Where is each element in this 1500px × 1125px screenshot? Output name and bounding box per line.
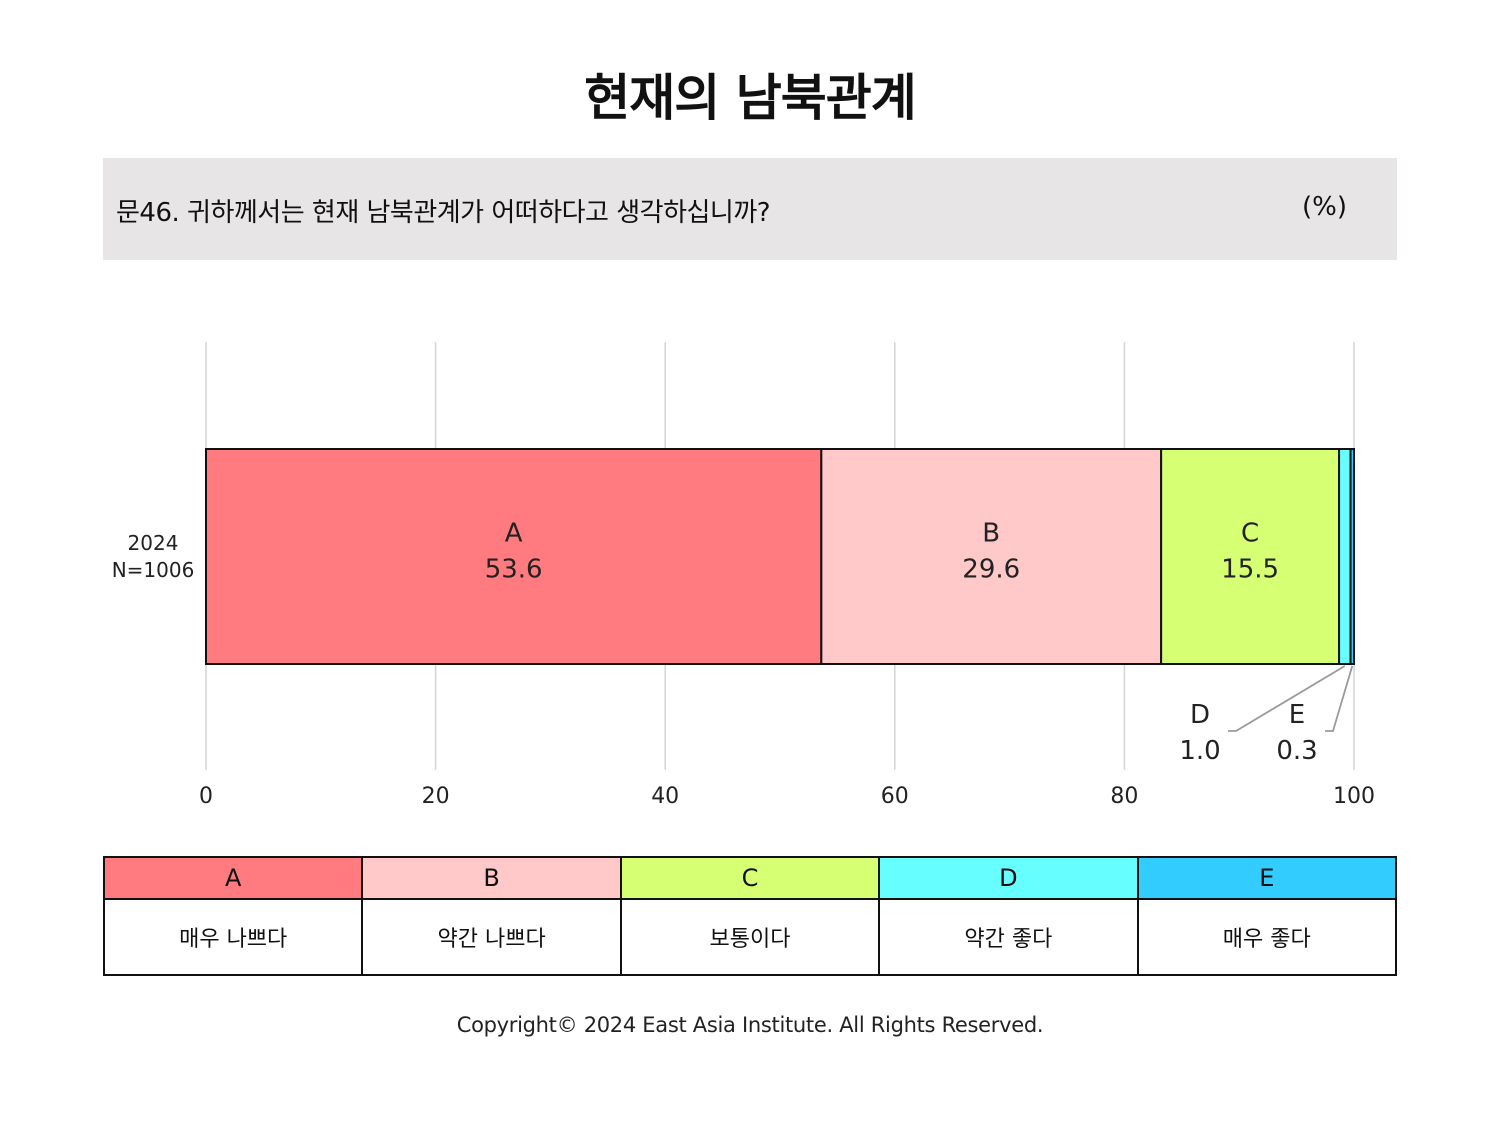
data-label-a: 53.6: [485, 555, 543, 585]
legend-label-row: 매우 나쁘다 약간 나쁘다 보통이다 약간 좋다 매우 좋다: [102, 898, 1398, 976]
bar-segment-b: [820, 448, 1163, 665]
question-banner: 문46. 귀하께서는 현재 남북관계가 어떠하다고 생각하십니까? (%): [103, 158, 1397, 260]
legend-label-a: 매우 나쁘다: [102, 898, 364, 976]
leader-line-e: [1325, 665, 1354, 732]
legend-label-d: 약간 좋다: [878, 898, 1139, 976]
bar-segment-e: [1349, 448, 1356, 665]
legend-label-c: 보통이다: [619, 898, 881, 976]
x-tick-label-80: 80: [1110, 784, 1138, 809]
row-label-year: 2024: [128, 531, 179, 555]
legend-key-row: A B C D E: [102, 856, 1398, 900]
data-label-c: 15.5: [1221, 555, 1279, 585]
x-tick-label-40: 40: [651, 784, 679, 809]
x-tick-label-20: 20: [422, 784, 450, 809]
legend-label-e: 매우 좋다: [1136, 898, 1398, 976]
data-label-d: 1.0: [1179, 736, 1220, 766]
x-tick-label-0: 0: [199, 784, 213, 809]
legend-key-a: A: [102, 856, 364, 900]
legend-table: A B C D E 매우 나쁘다 약간 나쁘다 보통이다 약간 좋다 매우 좋다: [102, 856, 1398, 976]
x-tick-label-60: 60: [881, 784, 909, 809]
bar-segment-d: [1338, 448, 1352, 665]
unit-label: (%): [1302, 192, 1347, 222]
x-tick-label-100: 100: [1333, 784, 1375, 809]
question-text: 문46. 귀하께서는 현재 남북관계가 어떠하다고 생각하십니까?: [116, 198, 771, 228]
chart-title: 현재의 남북관계: [584, 69, 916, 127]
leader-line-d: [1228, 665, 1346, 732]
data-label-e: 0.3: [1276, 736, 1317, 766]
legend-key-e: E: [1136, 856, 1398, 900]
segment-name-b: B: [982, 519, 1000, 549]
stacked-bar-chart: 0 20 40 60 80 100 2024 N=1006 A 53.6 B 29.6 C 15.5 D 1.…: [112, 342, 1375, 809]
copyright-text: Copyright© 2024 East Asia Institute. All…: [456, 1013, 1044, 1037]
legend-key-c: C: [619, 856, 881, 900]
legend-key-d: D: [878, 856, 1139, 900]
bar-segment-a: [205, 448, 823, 665]
segment-name-c: C: [1241, 519, 1259, 549]
segment-name-d: D: [1190, 700, 1210, 730]
data-label-b: 29.6: [962, 555, 1020, 585]
legend-key-b: B: [361, 856, 622, 900]
legend-label-b: 약간 나쁘다: [361, 898, 622, 976]
bar-segment-c: [1160, 448, 1341, 665]
segment-name-e: E: [1289, 700, 1305, 730]
segment-name-a: A: [505, 519, 523, 549]
row-label-n: N=1006: [112, 558, 195, 582]
